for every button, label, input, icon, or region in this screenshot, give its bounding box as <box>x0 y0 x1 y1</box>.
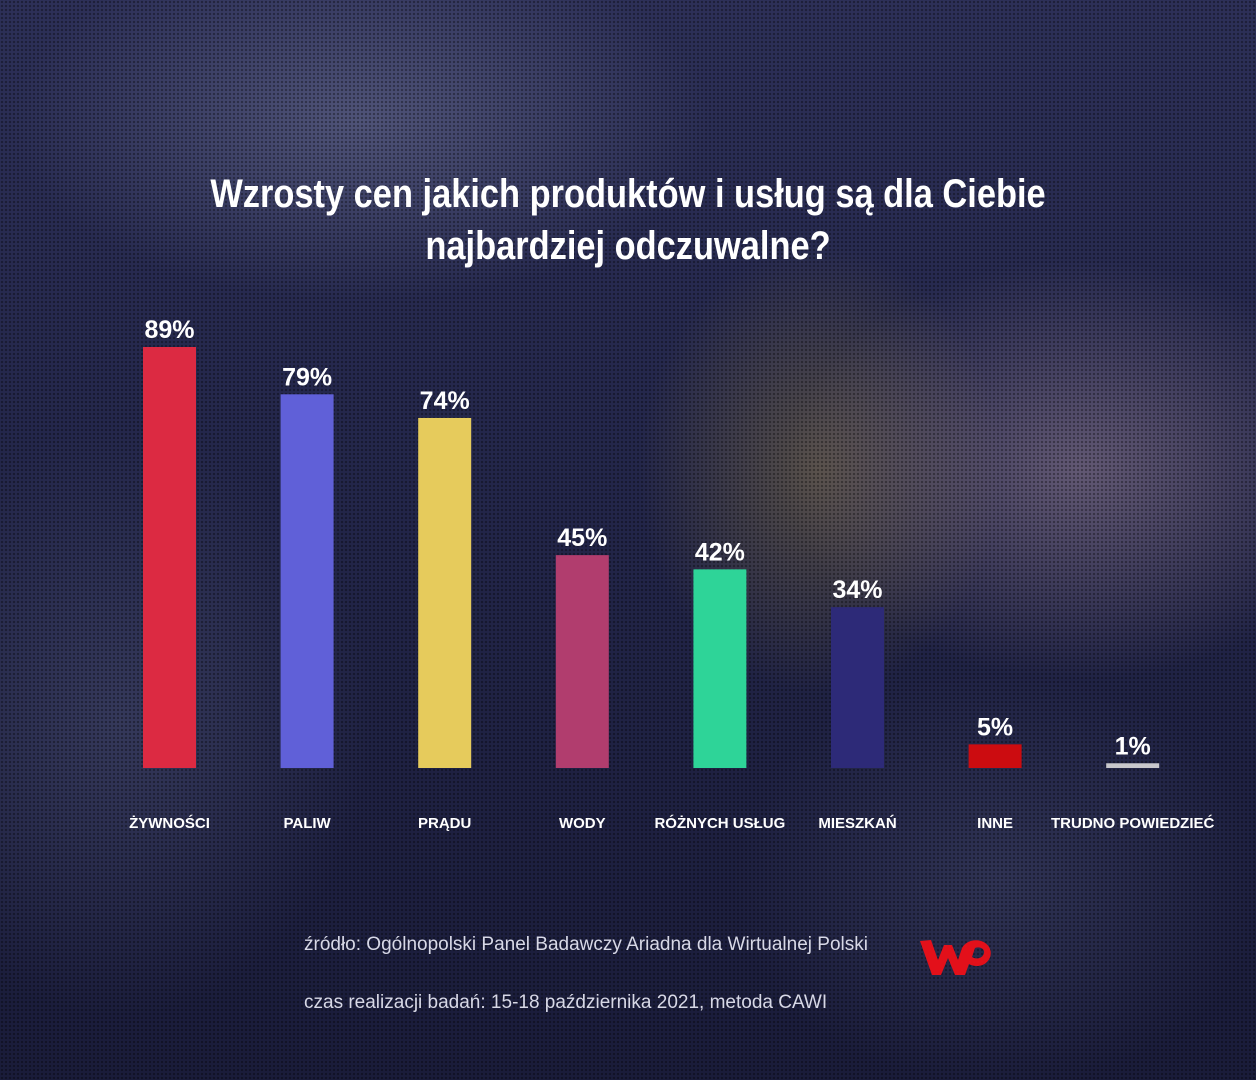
value-label-roznych-uslug: 42% <box>695 538 745 566</box>
wp-logo-mark <box>920 940 991 975</box>
category-label-paliw: PALIW <box>283 815 331 832</box>
value-label-trudno-powiedziec: 1% <box>1115 732 1151 760</box>
chart-title-line-2: najbardziej odczuwalne? <box>425 224 831 268</box>
chart-title: Wzrosty cen jakich produktów i usług są … <box>88 168 1168 272</box>
value-label-pradu: 74% <box>420 387 470 415</box>
bar-inne <box>968 744 1022 768</box>
source-text: źródło: Ogólnopolski Panel Badawczy Aria… <box>304 934 868 955</box>
value-label-paliw: 79% <box>282 363 332 391</box>
chart-title-line-1: Wzrosty cen jakich produktów i usług są … <box>210 172 1046 216</box>
method-text: czas realizacji badań: 15-18 październik… <box>304 992 828 1013</box>
value-label-inne: 5% <box>977 713 1013 741</box>
bar-paliw <box>280 394 334 768</box>
category-label-pradu: PRĄDU <box>418 815 471 832</box>
bar-trudno-powiedziec <box>1106 763 1160 768</box>
bar-roznych-uslug <box>693 569 747 768</box>
value-label-wody: 45% <box>557 524 607 552</box>
category-label-trudno-powiedziec: TRUDNO POWIEDZIEĆ <box>1051 814 1214 832</box>
category-label-wody: WODY <box>559 815 606 832</box>
category-label-zywnosci: ŻYWNOŚCI <box>129 814 210 832</box>
category-label-mieszkan: MIESZKAŃ <box>818 815 896 832</box>
bar-zywnosci <box>143 347 196 768</box>
wp-logo <box>920 940 991 975</box>
bar-wody <box>555 555 609 768</box>
category-label-roznych-uslug: RÓŻNYCH USŁUG <box>654 814 785 832</box>
category-label-inne: INNE <box>977 815 1013 832</box>
value-label-zywnosci: 89% <box>144 316 194 344</box>
bar-pradu <box>418 417 472 768</box>
value-label-mieszkan: 34% <box>832 576 882 604</box>
bar-mieszkan <box>831 607 884 768</box>
